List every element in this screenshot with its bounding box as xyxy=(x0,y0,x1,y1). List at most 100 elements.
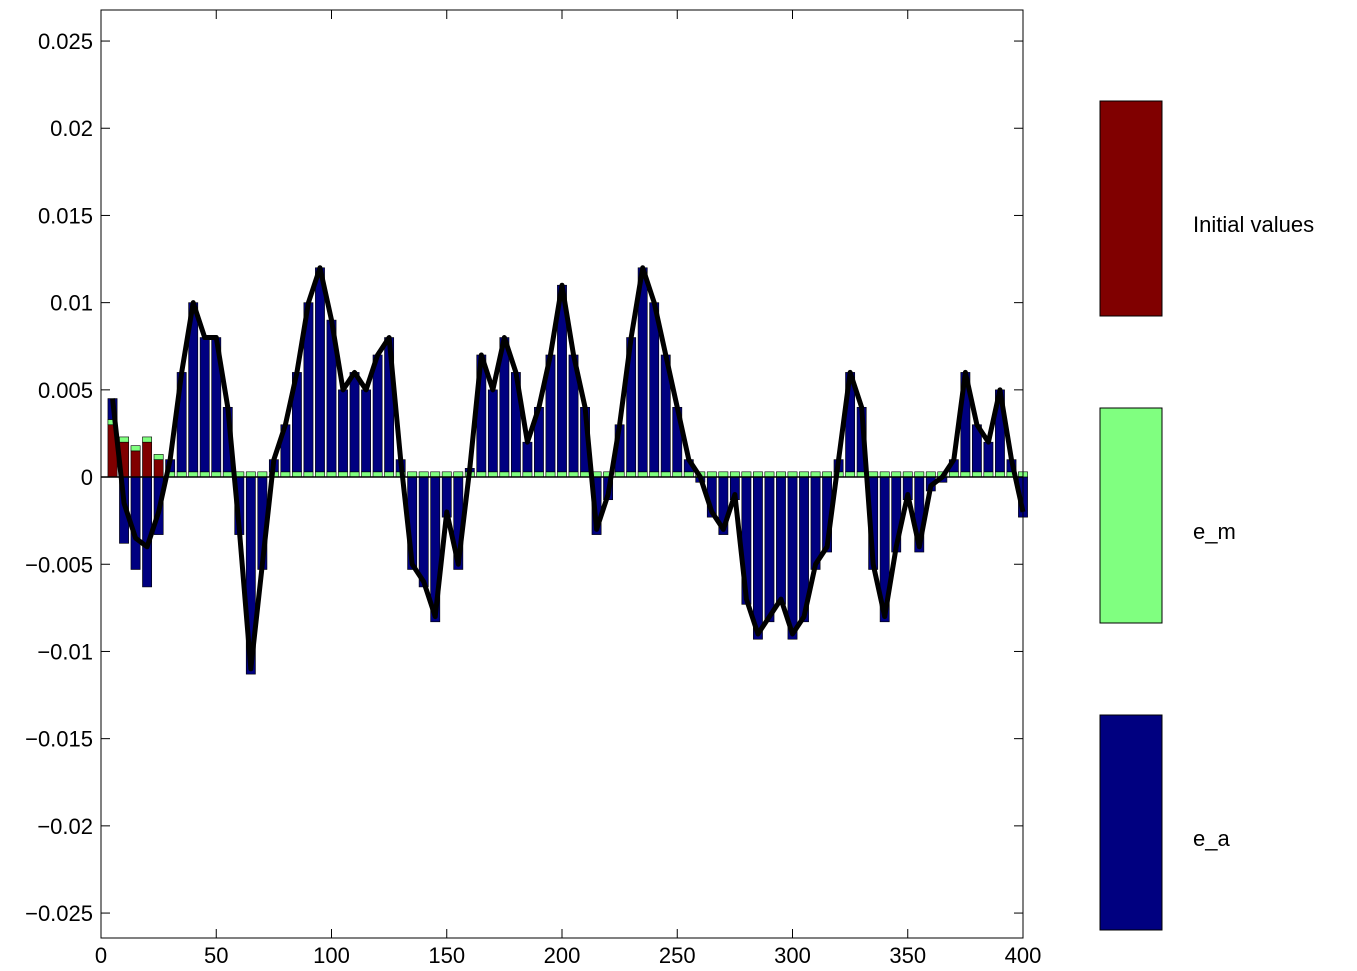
bar xyxy=(130,450,141,478)
legend-label: e_a xyxy=(1193,826,1230,851)
bar xyxy=(741,471,752,478)
bar xyxy=(660,471,671,478)
bar xyxy=(891,471,902,478)
y-tick-label: −0.015 xyxy=(25,727,93,752)
bar xyxy=(971,471,982,478)
x-tick-label: 50 xyxy=(204,943,228,966)
legend-swatch xyxy=(1099,100,1163,317)
y-tick-label: 0 xyxy=(81,465,93,490)
bar xyxy=(960,471,971,478)
bar xyxy=(361,471,371,478)
bar xyxy=(557,471,567,478)
bar xyxy=(925,471,936,478)
bar xyxy=(280,471,291,478)
bar xyxy=(441,471,452,478)
bar xyxy=(338,471,348,478)
bar xyxy=(787,476,798,640)
bar xyxy=(188,471,199,478)
bar xyxy=(879,471,890,478)
bar xyxy=(142,436,153,443)
legend-label: e_m xyxy=(1193,519,1236,544)
x-tick-label: 350 xyxy=(889,943,926,966)
y-tick-label: 0.02 xyxy=(50,116,93,141)
x-tick-label: 100 xyxy=(313,943,350,966)
x-tick-label: 200 xyxy=(544,943,581,966)
bar xyxy=(614,471,625,478)
bar xyxy=(119,436,129,443)
bar xyxy=(522,471,533,478)
bar xyxy=(176,471,187,478)
bar xyxy=(776,476,786,605)
bar xyxy=(476,471,487,478)
bar xyxy=(995,471,1005,478)
bar xyxy=(130,445,141,452)
bar xyxy=(672,471,683,478)
bar xyxy=(706,471,717,478)
bar xyxy=(729,471,740,478)
bar xyxy=(326,471,337,478)
bar xyxy=(510,471,521,478)
y-tick-label: 0.005 xyxy=(38,378,93,403)
bar xyxy=(372,471,383,478)
bar xyxy=(418,476,429,588)
y-tick-label: 0.015 xyxy=(38,203,93,228)
bar xyxy=(545,471,556,478)
bar xyxy=(799,471,809,478)
bar xyxy=(810,471,821,478)
bar xyxy=(902,471,913,478)
bar xyxy=(245,471,256,478)
bar xyxy=(338,389,348,473)
x-tick-label: 150 xyxy=(428,943,465,966)
bar xyxy=(361,389,371,473)
y-tick-label: −0.025 xyxy=(25,901,93,926)
bar xyxy=(315,471,325,478)
x-tick-label: 0 xyxy=(95,943,107,966)
bar xyxy=(683,471,694,478)
y-tick-label: −0.01 xyxy=(37,639,93,664)
bar xyxy=(522,441,533,473)
x-tick-label: 400 xyxy=(1005,943,1042,966)
bar xyxy=(292,471,302,478)
bar xyxy=(580,471,590,478)
bar xyxy=(153,459,164,478)
y-tick-label: −0.02 xyxy=(37,814,93,839)
bar xyxy=(787,471,798,478)
bar xyxy=(211,471,222,478)
x-tick-label: 250 xyxy=(659,943,696,966)
bar xyxy=(983,471,994,478)
legend-label: Initial values xyxy=(1193,212,1314,237)
bar xyxy=(822,471,832,478)
bar xyxy=(649,471,660,478)
bar xyxy=(349,372,360,473)
bar xyxy=(303,471,314,478)
bar xyxy=(914,471,925,478)
legend-swatch xyxy=(1099,714,1163,931)
bar xyxy=(753,471,763,478)
bar xyxy=(349,471,360,478)
legend-swatch xyxy=(1099,407,1163,624)
y-tick-label: 0.01 xyxy=(50,291,93,316)
bar xyxy=(199,471,210,478)
x-tick-label: 300 xyxy=(774,943,811,966)
bar xyxy=(637,471,648,478)
bar xyxy=(487,389,498,473)
bar xyxy=(142,441,153,478)
bar xyxy=(534,471,544,478)
bar xyxy=(430,471,441,478)
bar xyxy=(764,471,775,478)
bar xyxy=(257,471,268,478)
bar xyxy=(568,471,579,478)
bar xyxy=(499,471,510,478)
bar xyxy=(845,471,856,478)
line xyxy=(110,265,1026,672)
bar xyxy=(407,471,418,478)
bar xyxy=(384,471,395,478)
bar xyxy=(222,471,233,478)
bar xyxy=(868,471,879,478)
bar xyxy=(983,441,994,473)
bar xyxy=(948,471,959,478)
bar xyxy=(626,471,637,478)
y-tick-label: −0.005 xyxy=(25,552,93,577)
